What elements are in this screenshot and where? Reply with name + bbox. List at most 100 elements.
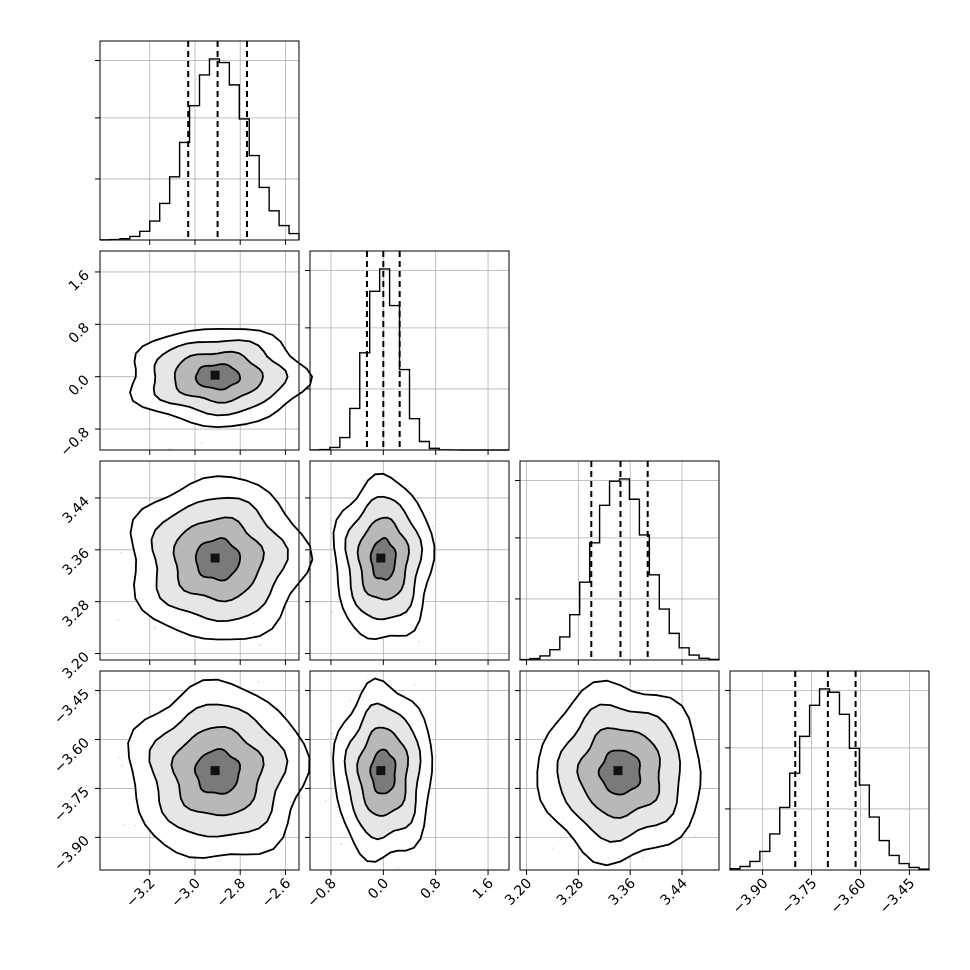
histogram-step xyxy=(519,478,720,661)
x-tick-label: −3.75 xyxy=(779,876,821,918)
contour-line xyxy=(194,536,242,582)
sample-point xyxy=(330,565,333,568)
sample-point xyxy=(551,847,554,850)
contour-line xyxy=(173,350,264,404)
histogram-panel-1 xyxy=(305,250,510,455)
sample-point xyxy=(694,835,696,838)
axes-frame xyxy=(309,250,510,451)
x-tick-label: −2.6 xyxy=(259,875,294,910)
x-tick-label: −3.90 xyxy=(730,876,772,918)
y-tick-label: −0.8 xyxy=(57,425,92,460)
contour-panel-3-2: 3.20 3.28 3.36 3.44 xyxy=(502,670,720,909)
sample-point xyxy=(325,800,327,802)
sample-point xyxy=(408,487,411,490)
sample-point xyxy=(117,756,120,759)
sample-point xyxy=(258,644,261,647)
sample-point xyxy=(296,797,299,800)
sample-point xyxy=(295,812,297,814)
sample-point xyxy=(330,720,333,722)
sample-point xyxy=(641,856,644,859)
contour-line xyxy=(194,363,242,391)
sample-point xyxy=(244,425,247,427)
axes-frame xyxy=(519,460,720,661)
sample-point xyxy=(331,732,334,735)
sample-point xyxy=(388,679,391,682)
sample-point xyxy=(340,842,342,845)
contour-line xyxy=(344,495,424,621)
density-peak xyxy=(376,553,386,563)
x-tick-label: −0.8 xyxy=(304,876,339,911)
sample-point xyxy=(550,820,552,823)
contour-line xyxy=(369,537,397,581)
sample-point xyxy=(348,699,351,702)
y-tick-label: 1.6 xyxy=(66,267,93,294)
contour-line xyxy=(172,516,265,603)
sample-point xyxy=(413,683,416,686)
y-tick-label: 0.0 xyxy=(66,372,93,399)
density-peak xyxy=(210,766,220,776)
sample-point xyxy=(168,697,171,700)
sample-point xyxy=(153,626,156,629)
contour-line xyxy=(152,339,289,417)
x-tick-label: 3.28 xyxy=(554,876,587,909)
x-tick-label: −3.60 xyxy=(828,876,870,918)
x-tick-label: 1.6 xyxy=(470,875,497,902)
contour-panel-3-1: −0.8 0.0 0.8 1.6 xyxy=(304,670,510,911)
sample-point xyxy=(367,678,369,681)
y-tick-label: −3.90 xyxy=(51,833,93,875)
sample-point xyxy=(336,806,339,808)
sample-point xyxy=(352,628,355,631)
contour-panel-2-1 xyxy=(305,460,510,665)
x-tick-label: −3.45 xyxy=(877,876,919,918)
sample-point xyxy=(201,442,203,444)
axes-frame xyxy=(99,40,300,241)
y-tick-label: 3.36 xyxy=(59,545,92,578)
sample-point xyxy=(397,866,400,869)
x-tick-label: 3.36 xyxy=(606,875,639,908)
y-tick-label: 3.28 xyxy=(59,597,92,630)
y-tick-label: 3.44 xyxy=(59,493,92,526)
x-tick-label: 3.44 xyxy=(658,875,691,908)
x-tick-label: −3.2 xyxy=(123,876,158,911)
sample-point xyxy=(117,618,120,621)
y-tick-label: −3.45 xyxy=(51,686,93,728)
density-peak xyxy=(376,766,386,776)
histogram-panel-0 xyxy=(95,40,300,245)
y-tick-label: −3.60 xyxy=(51,735,93,777)
contour-line xyxy=(332,472,436,641)
sample-point xyxy=(168,447,171,450)
y-tick-label: −3.75 xyxy=(51,784,93,826)
contour-line xyxy=(150,496,289,623)
sample-point xyxy=(131,567,134,569)
x-tick-label: 3.20 xyxy=(502,876,535,909)
contour-panel-2-0: 3.20 3.28 3.36 3.44 xyxy=(59,460,314,682)
y-tick-label: 3.20 xyxy=(59,649,92,682)
sample-point xyxy=(121,764,124,767)
sample-point xyxy=(331,611,334,614)
histogram-step xyxy=(99,58,300,241)
sample-point xyxy=(418,640,420,643)
sample-point xyxy=(133,824,136,827)
sample-point xyxy=(415,701,418,704)
sample-point xyxy=(431,525,434,528)
histogram-step xyxy=(729,688,930,870)
sample-point xyxy=(283,341,286,344)
histogram-step xyxy=(309,268,509,451)
contour-line xyxy=(129,327,314,429)
density-peak xyxy=(210,370,220,380)
sample-point xyxy=(362,480,365,482)
sample-point xyxy=(123,823,125,826)
histogram-panel-3: −3.90 −3.75 −3.60 −3.45 xyxy=(725,670,930,918)
density-peak xyxy=(613,766,623,776)
contour-line xyxy=(129,475,314,641)
x-tick-label: −2.8 xyxy=(214,876,249,911)
sample-point xyxy=(257,681,260,684)
axes-frame xyxy=(99,250,300,451)
contour-panel-1-0: −0.8 0.0 0.8 1.6 xyxy=(57,250,314,460)
axes-frame xyxy=(99,460,300,661)
axes-frame xyxy=(729,670,930,871)
contour-panel-3-0: −3.2 −3.0 −2.8 −2.6 −3.90 −3.75 −3.60 −3.45 xyxy=(51,670,311,911)
sample-point xyxy=(219,860,222,863)
sample-point xyxy=(120,551,122,554)
